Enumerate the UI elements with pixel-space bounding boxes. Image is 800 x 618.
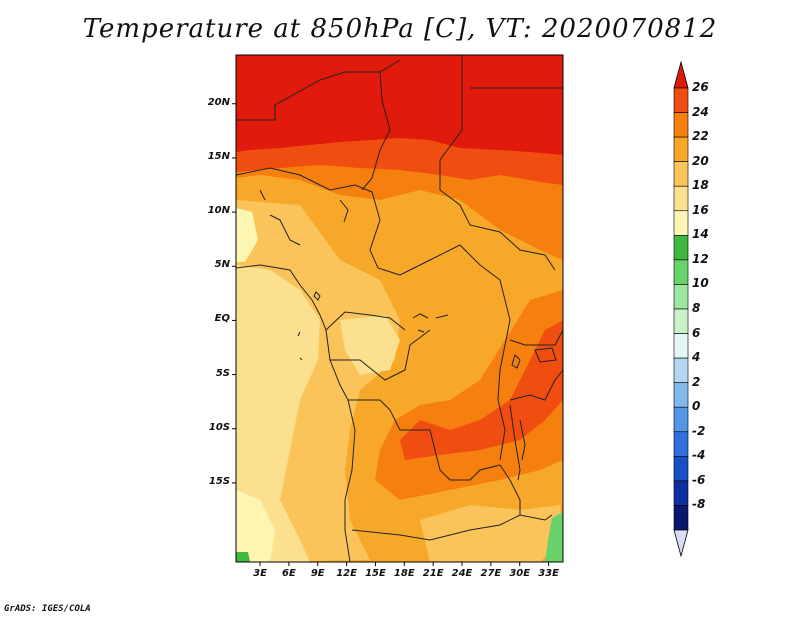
colorbar-label: 2 bbox=[692, 374, 701, 389]
colorbar-segment bbox=[673, 112, 689, 138]
lon-label: 24E bbox=[451, 568, 473, 579]
colorbar-segment bbox=[673, 505, 689, 531]
colorbar-bottom-arrow bbox=[673, 529, 689, 558]
lat-label: 5S bbox=[215, 367, 230, 379]
lon-label: 30E bbox=[509, 568, 531, 579]
colorbar-label: 4 bbox=[692, 350, 701, 365]
colorbar-label: 10 bbox=[692, 276, 709, 291]
lon-label: 12E bbox=[336, 568, 357, 579]
colorbar-label: 16 bbox=[692, 202, 709, 217]
temp-band-16-18-east bbox=[420, 505, 563, 562]
temp-band-12-14 bbox=[236, 490, 275, 562]
lon-label: 33E bbox=[538, 568, 559, 579]
lat-label: 10N bbox=[207, 205, 230, 217]
colorbar-label: 8 bbox=[692, 301, 701, 315]
colorbar-label: 20 bbox=[692, 153, 709, 168]
colorbar-label: -2 bbox=[692, 423, 706, 438]
colorbar-label: -6 bbox=[692, 472, 706, 487]
lat-label: 20N bbox=[207, 96, 230, 108]
colorbar-segment bbox=[673, 210, 689, 236]
colorbar-segment bbox=[673, 357, 689, 383]
colorbar-segment bbox=[673, 308, 689, 334]
colorbar-label: 18 bbox=[692, 178, 709, 193]
colorbar-label: 24 bbox=[692, 104, 709, 119]
lon-label: 15E bbox=[365, 568, 386, 579]
lon-label: 27E bbox=[480, 568, 502, 579]
colorbar-label: 22 bbox=[692, 129, 709, 144]
lat-label: 15N bbox=[207, 150, 230, 162]
lat-label: 5N bbox=[214, 259, 230, 271]
colorbar-segment bbox=[673, 333, 689, 359]
grads-credit: GrADS: IGES/COLA bbox=[4, 604, 91, 614]
colorbar-segment bbox=[673, 480, 689, 506]
colorbar-segment bbox=[673, 235, 689, 261]
colorbar-label: 14 bbox=[692, 227, 709, 242]
temp-band-12-14-b bbox=[236, 208, 258, 262]
colorbar bbox=[673, 60, 689, 558]
colorbar-segment bbox=[673, 431, 689, 457]
colorbar-label: 6 bbox=[692, 325, 701, 340]
colorbar-segment bbox=[673, 259, 689, 285]
temp-band-cool-sw bbox=[236, 552, 250, 562]
axis-ticks bbox=[232, 103, 550, 566]
temp-band-14-16 bbox=[236, 265, 320, 562]
colorbar-label: -8 bbox=[692, 497, 706, 512]
colorbar-label: 12 bbox=[692, 251, 709, 266]
colorbar-segment bbox=[673, 87, 689, 113]
lon-label: 21E bbox=[422, 568, 444, 579]
colorbar-segment bbox=[673, 382, 689, 408]
lon-label: 18E bbox=[393, 568, 415, 579]
lat-label: 10S bbox=[208, 421, 230, 433]
colorbar-label: -4 bbox=[692, 448, 706, 463]
colorbar-top-arrow bbox=[673, 60, 689, 89]
lon-label: 3E bbox=[253, 568, 267, 579]
colorbar-segment bbox=[673, 136, 689, 162]
colorbar-segment bbox=[673, 161, 689, 187]
colorbar-label: 26 bbox=[692, 80, 709, 94]
colorbar-label: 0 bbox=[692, 399, 701, 414]
lat-label: 15S bbox=[208, 475, 230, 487]
colorbar-segment bbox=[673, 456, 689, 482]
lon-label: 9E bbox=[310, 568, 325, 579]
temp-band-22-24-east bbox=[400, 320, 563, 460]
temp-band-cool-se bbox=[545, 512, 563, 562]
colorbar-segment bbox=[673, 185, 689, 212]
country-borders bbox=[236, 55, 563, 562]
map-title: Temperature at 850hPa [C], VT: 202007081… bbox=[82, 14, 718, 44]
lat-label: EQ bbox=[214, 313, 230, 325]
colorbar-segment bbox=[673, 406, 689, 433]
colorbar-segment bbox=[673, 284, 689, 310]
temperature-field bbox=[236, 55, 563, 562]
map-frame bbox=[235, 54, 564, 563]
lon-label: 6E bbox=[281, 568, 296, 579]
temp-band-24-26 bbox=[236, 55, 563, 155]
